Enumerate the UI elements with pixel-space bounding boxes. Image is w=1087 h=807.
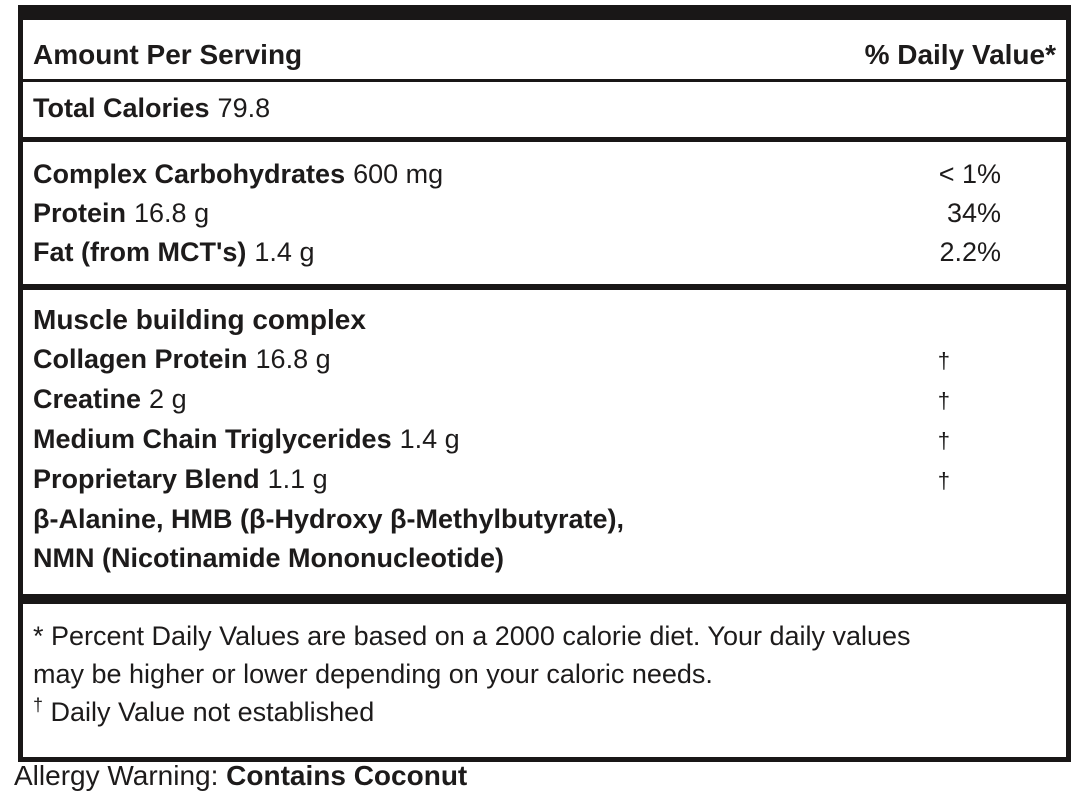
- dagger-mark: †: [937, 348, 950, 373]
- nutrient-row: Protein 16.8 g 34%: [33, 194, 1056, 233]
- allergy-warning-prefix: Allergy Warning:: [14, 760, 227, 791]
- nutrient-name: Protein: [33, 198, 127, 228]
- nutrient-daily-value: 2.2%: [939, 237, 1001, 267]
- proprietary-blend-ingredients-line1: β-Alanine, HMB (β-Hydroxy β-Methylbutyra…: [33, 504, 624, 534]
- nutrient-amount: 16.8 g: [134, 198, 210, 228]
- allergy-warning-allergen: Contains Coconut: [226, 760, 468, 791]
- macronutrients-section: Complex Carbohydrates 600 mg < 1% Protei…: [23, 142, 1066, 290]
- nutrient-amount: 600 mg: [353, 159, 444, 189]
- dagger-footnote-text: Daily Value not established: [43, 697, 375, 727]
- amount-per-serving-label: Amount Per Serving: [33, 39, 303, 70]
- ingredient-row: Medium Chain Triglycerides 1.4 g †: [33, 420, 1056, 460]
- supplement-facts-panel: Amount Per Serving % Daily Value* Total …: [18, 5, 1071, 762]
- dagger-footnote-marker: †: [33, 695, 44, 715]
- percent-daily-value-label: % Daily Value*: [864, 39, 1056, 70]
- proprietary-blend-ingredients-line2: NMN (Nicotinamide Mononucleotide): [33, 543, 504, 573]
- ingredient-name: Medium Chain Triglycerides: [33, 424, 392, 454]
- dagger-mark: †: [937, 428, 950, 453]
- ingredient-row: Creatine 2 g †: [33, 380, 1056, 420]
- nutrient-daily-value: 34%: [946, 198, 1001, 228]
- allergy-warning: Allergy Warning: Contains Coconut: [14, 760, 467, 792]
- dagger-mark: †: [937, 468, 950, 493]
- daily-value-footnote-line2: may be higher or lower depending on your…: [33, 659, 713, 689]
- daily-value-footnote-line1: * Percent Daily Values are based on a 20…: [33, 621, 911, 651]
- total-calories-label: Total Calories: [33, 93, 210, 123]
- nutrient-name: Complex Carbohydrates: [33, 159, 346, 189]
- ingredient-amount: 16.8 g: [255, 344, 331, 374]
- ingredient-amount: 1.4 g: [399, 424, 460, 454]
- amount-per-serving-header: Amount Per Serving % Daily Value*: [23, 20, 1066, 82]
- ingredient-row: Proprietary Blend 1.1 g †: [33, 460, 1056, 500]
- nutrient-row: Fat (from MCT's) 1.4 g 2.2%: [33, 233, 1056, 272]
- nutrient-row: Complex Carbohydrates 600 mg < 1%: [33, 155, 1056, 194]
- ingredient-row: Collagen Protein 16.8 g †: [33, 340, 1056, 380]
- nutrient-amount: 1.4 g: [254, 237, 315, 267]
- total-calories-value: 79.8: [217, 93, 271, 123]
- ingredient-name: Collagen Protein: [33, 344, 248, 374]
- ingredient-amount: 1.1 g: [267, 464, 328, 494]
- footnote-section: * Percent Daily Values are based on a 20…: [23, 604, 1066, 757]
- muscle-building-complex-section: Muscle building complex Collagen Protein…: [23, 290, 1066, 604]
- section-title: Muscle building complex: [33, 304, 366, 335]
- ingredient-amount: 2 g: [149, 384, 187, 414]
- dagger-mark: †: [937, 388, 950, 413]
- ingredient-name: Creatine: [33, 384, 142, 414]
- ingredient-name: Proprietary Blend: [33, 464, 260, 494]
- total-calories-row: Total Calories 79.8: [23, 82, 1066, 142]
- dagger-footnote: † Daily Value not established: [33, 693, 1056, 731]
- nutrient-daily-value: < 1%: [938, 159, 1001, 189]
- nutrient-name: Fat (from MCT's): [33, 237, 247, 267]
